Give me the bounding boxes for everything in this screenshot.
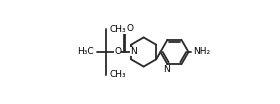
Text: H₃C: H₃C	[78, 48, 94, 56]
Text: N: N	[164, 65, 170, 74]
Text: CH₃: CH₃	[109, 70, 126, 79]
Text: O: O	[114, 47, 121, 56]
Text: NH₂: NH₂	[193, 48, 210, 56]
Text: O: O	[127, 24, 134, 33]
Text: N: N	[130, 47, 137, 56]
Text: CH₃: CH₃	[109, 25, 126, 34]
